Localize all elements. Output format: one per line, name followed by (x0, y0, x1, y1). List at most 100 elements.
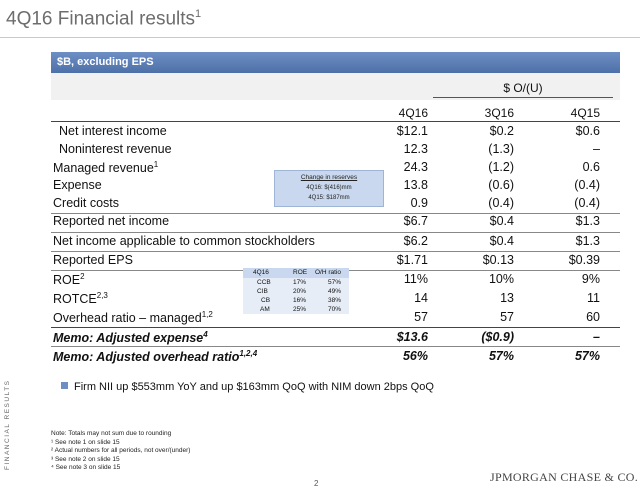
header-divider (51, 121, 620, 122)
row-value: 0.9 (410, 196, 428, 210)
footnote: ² Actual numbers for all periods, not ov… (51, 447, 191, 454)
table-body (51, 73, 620, 374)
row-value: $13.6 (396, 330, 428, 344)
page-number: 2 (314, 479, 319, 488)
mini-cell: 20% (293, 288, 307, 295)
section-side-label: FINANCIAL RESULTS (4, 379, 11, 470)
mini-table-row: CCB 17% 57% (243, 278, 349, 287)
footnote: Note: Totals may not sum due to rounding (51, 430, 172, 437)
row-value: (0.4) (488, 196, 514, 210)
mini-cell: 57% (328, 279, 342, 286)
mini-cell: CCB (257, 279, 271, 286)
row-value: $12.1 (396, 124, 428, 138)
row-value: $6.2 (403, 234, 428, 248)
row-value: $1.71 (396, 253, 428, 267)
row-label: Managed revenue1 (53, 160, 159, 176)
row-value: $0.39 (568, 253, 600, 267)
bullet-text: Firm NII up $553mm YoY and up $163mm QoQ… (74, 381, 434, 393)
row-value: 11% (403, 272, 428, 286)
segment-mini-table: 4Q16 ROE O/H ratio CCB 17% 57% CIB 20% 4… (243, 268, 349, 314)
oiu-header: $ O/(U) (503, 81, 543, 95)
row-value: (0.4) (574, 196, 600, 210)
row-value: 57% (574, 349, 600, 363)
callout-line-1: 4Q16: $(416)mm (306, 185, 352, 191)
mini-table-row: CB 16% 38% (243, 296, 349, 305)
row-divider (51, 327, 620, 328)
nii-bullet: Firm NII up $553mm YoY and up $163mm QoQ… (61, 381, 434, 393)
mini-cell: CB (261, 297, 271, 304)
row-value: $1.3 (575, 234, 600, 248)
mini-cell: CIB (257, 288, 268, 295)
row-label: Reported EPS (53, 253, 133, 267)
row-label: Overhead ratio – managed1,2 (53, 310, 213, 326)
row-value: (0.4) (574, 178, 600, 192)
footnote: ⁴ See note 3 on slide 15 (51, 464, 121, 471)
mini-cell: 25% (293, 306, 307, 313)
bullet-square-icon (61, 382, 68, 389)
row-label: Memo: Adjusted overhead ratio1,2,4 (53, 349, 258, 365)
row-value: $0.2 (489, 124, 514, 138)
row-value: ($0.9) (481, 330, 514, 344)
mini-table-header: 4Q16 ROE O/H ratio (243, 268, 349, 278)
row-value: $0.4 (489, 234, 514, 248)
oiu-underline (433, 97, 613, 98)
row-label: Reported net income (53, 214, 170, 228)
title-divider (0, 37, 640, 38)
row-value: $6.7 (403, 214, 428, 228)
row-value: (0.6) (488, 178, 514, 192)
row-value: $0.4 (489, 214, 514, 228)
row-value: 13 (500, 291, 514, 305)
mini-table-row: CIB 20% 49% (243, 287, 349, 296)
row-label: ROE2 (53, 272, 85, 288)
row-value: $0.6 (575, 124, 600, 138)
panel-header: $B, excluding EPS (51, 52, 620, 73)
row-value: 57 (500, 310, 514, 324)
row-divider (51, 251, 620, 252)
column-header-strip (51, 73, 620, 100)
row-label: ROTCE2,3 (53, 291, 108, 307)
footnote: ³ See note 2 on slide 15 (51, 455, 120, 463)
footnote: ¹ See note 1 on slide 15 (51, 438, 120, 446)
mini-cell: 49% (328, 288, 342, 295)
company-logo: JPMORGAN CHASE & CO. (490, 470, 639, 484)
mini-cell: AM (260, 306, 270, 313)
row-divider (51, 213, 620, 214)
page-title: 4Q16 Financial results1 (6, 8, 202, 30)
row-value: 9% (581, 272, 600, 286)
row-value: 10% (488, 272, 514, 286)
mini-header-period: 4Q16 (253, 269, 269, 276)
mini-cell: 38% (328, 297, 342, 304)
row-value: 0.6 (582, 160, 600, 174)
row-divider (51, 346, 620, 347)
mini-header-roe: ROE (293, 269, 308, 276)
row-value: (1.3) (488, 142, 514, 156)
callout-line-2: 4Q15: $187mm (308, 195, 350, 201)
row-label: Memo: Adjusted expense4 (53, 330, 208, 346)
row-label: Net interest income (59, 124, 167, 138)
row-divider (51, 232, 620, 233)
row-value: 60 (586, 310, 600, 324)
callout-title: Change in reserves (300, 174, 358, 181)
row-value: $1.3 (575, 214, 600, 228)
row-value: 56% (402, 349, 428, 363)
col-header-4q15: 4Q15 (570, 106, 600, 120)
row-value: $0.13 (482, 253, 514, 267)
mini-header-oh: O/H ratio (315, 269, 342, 276)
row-value: 11 (587, 291, 600, 305)
col-header-3q16: 3Q16 (484, 106, 514, 120)
row-value: 24.3 (403, 160, 428, 174)
mini-cell: 17% (293, 279, 307, 286)
mini-cell: 70% (328, 306, 342, 313)
row-value: – (593, 330, 600, 344)
row-value: 14 (414, 291, 428, 305)
row-value: (1.2) (488, 160, 514, 174)
row-label: Expense (53, 178, 102, 192)
row-label: Noninterest revenue (59, 142, 172, 156)
mini-cell: 16% (293, 297, 307, 304)
row-value: – (593, 142, 600, 156)
row-value: 13.8 (403, 178, 428, 192)
row-value: 57 (414, 310, 428, 324)
row-label: Net income applicable to common stockhol… (53, 234, 315, 248)
mini-table-row: AM 25% 70% (243, 305, 349, 314)
reserves-callout: Change in reserves 4Q16: $(416)mm 4Q15: … (274, 170, 384, 207)
